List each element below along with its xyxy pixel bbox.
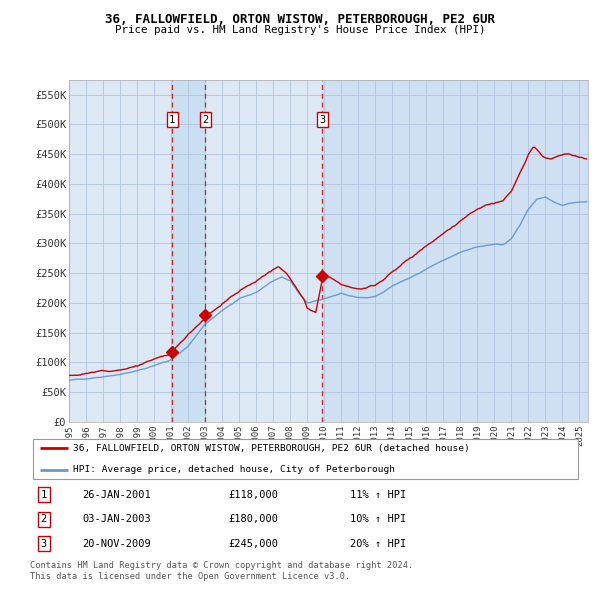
Text: 1: 1	[169, 114, 175, 124]
Text: 03-JAN-2003: 03-JAN-2003	[82, 514, 151, 524]
Text: 10% ↑ HPI: 10% ↑ HPI	[350, 514, 406, 524]
Text: 2: 2	[202, 114, 208, 124]
Text: 11% ↑ HPI: 11% ↑ HPI	[350, 490, 406, 500]
Text: 36, FALLOWFIELD, ORTON WISTOW, PETERBOROUGH, PE2 6UR (detached house): 36, FALLOWFIELD, ORTON WISTOW, PETERBORO…	[73, 444, 470, 453]
Text: 20-NOV-2009: 20-NOV-2009	[82, 539, 151, 549]
FancyBboxPatch shape	[33, 439, 578, 478]
Text: 26-JAN-2001: 26-JAN-2001	[82, 490, 151, 500]
Text: Contains HM Land Registry data © Crown copyright and database right 2024.: Contains HM Land Registry data © Crown c…	[30, 560, 413, 569]
Text: This data is licensed under the Open Government Licence v3.0.: This data is licensed under the Open Gov…	[30, 572, 350, 581]
Text: HPI: Average price, detached house, City of Peterborough: HPI: Average price, detached house, City…	[73, 466, 395, 474]
Text: 3: 3	[41, 539, 47, 549]
Text: £118,000: £118,000	[229, 490, 279, 500]
Text: 3: 3	[319, 114, 325, 124]
Text: 36, FALLOWFIELD, ORTON WISTOW, PETERBOROUGH, PE2 6UR: 36, FALLOWFIELD, ORTON WISTOW, PETERBORO…	[105, 13, 495, 26]
Text: £245,000: £245,000	[229, 539, 279, 549]
Text: Price paid vs. HM Land Registry's House Price Index (HPI): Price paid vs. HM Land Registry's House …	[115, 25, 485, 35]
Text: 1: 1	[41, 490, 47, 500]
Text: 2: 2	[41, 514, 47, 524]
Text: £180,000: £180,000	[229, 514, 279, 524]
Text: 20% ↑ HPI: 20% ↑ HPI	[350, 539, 406, 549]
Bar	[172, 80, 205, 422]
Bar	[322, 80, 588, 422]
